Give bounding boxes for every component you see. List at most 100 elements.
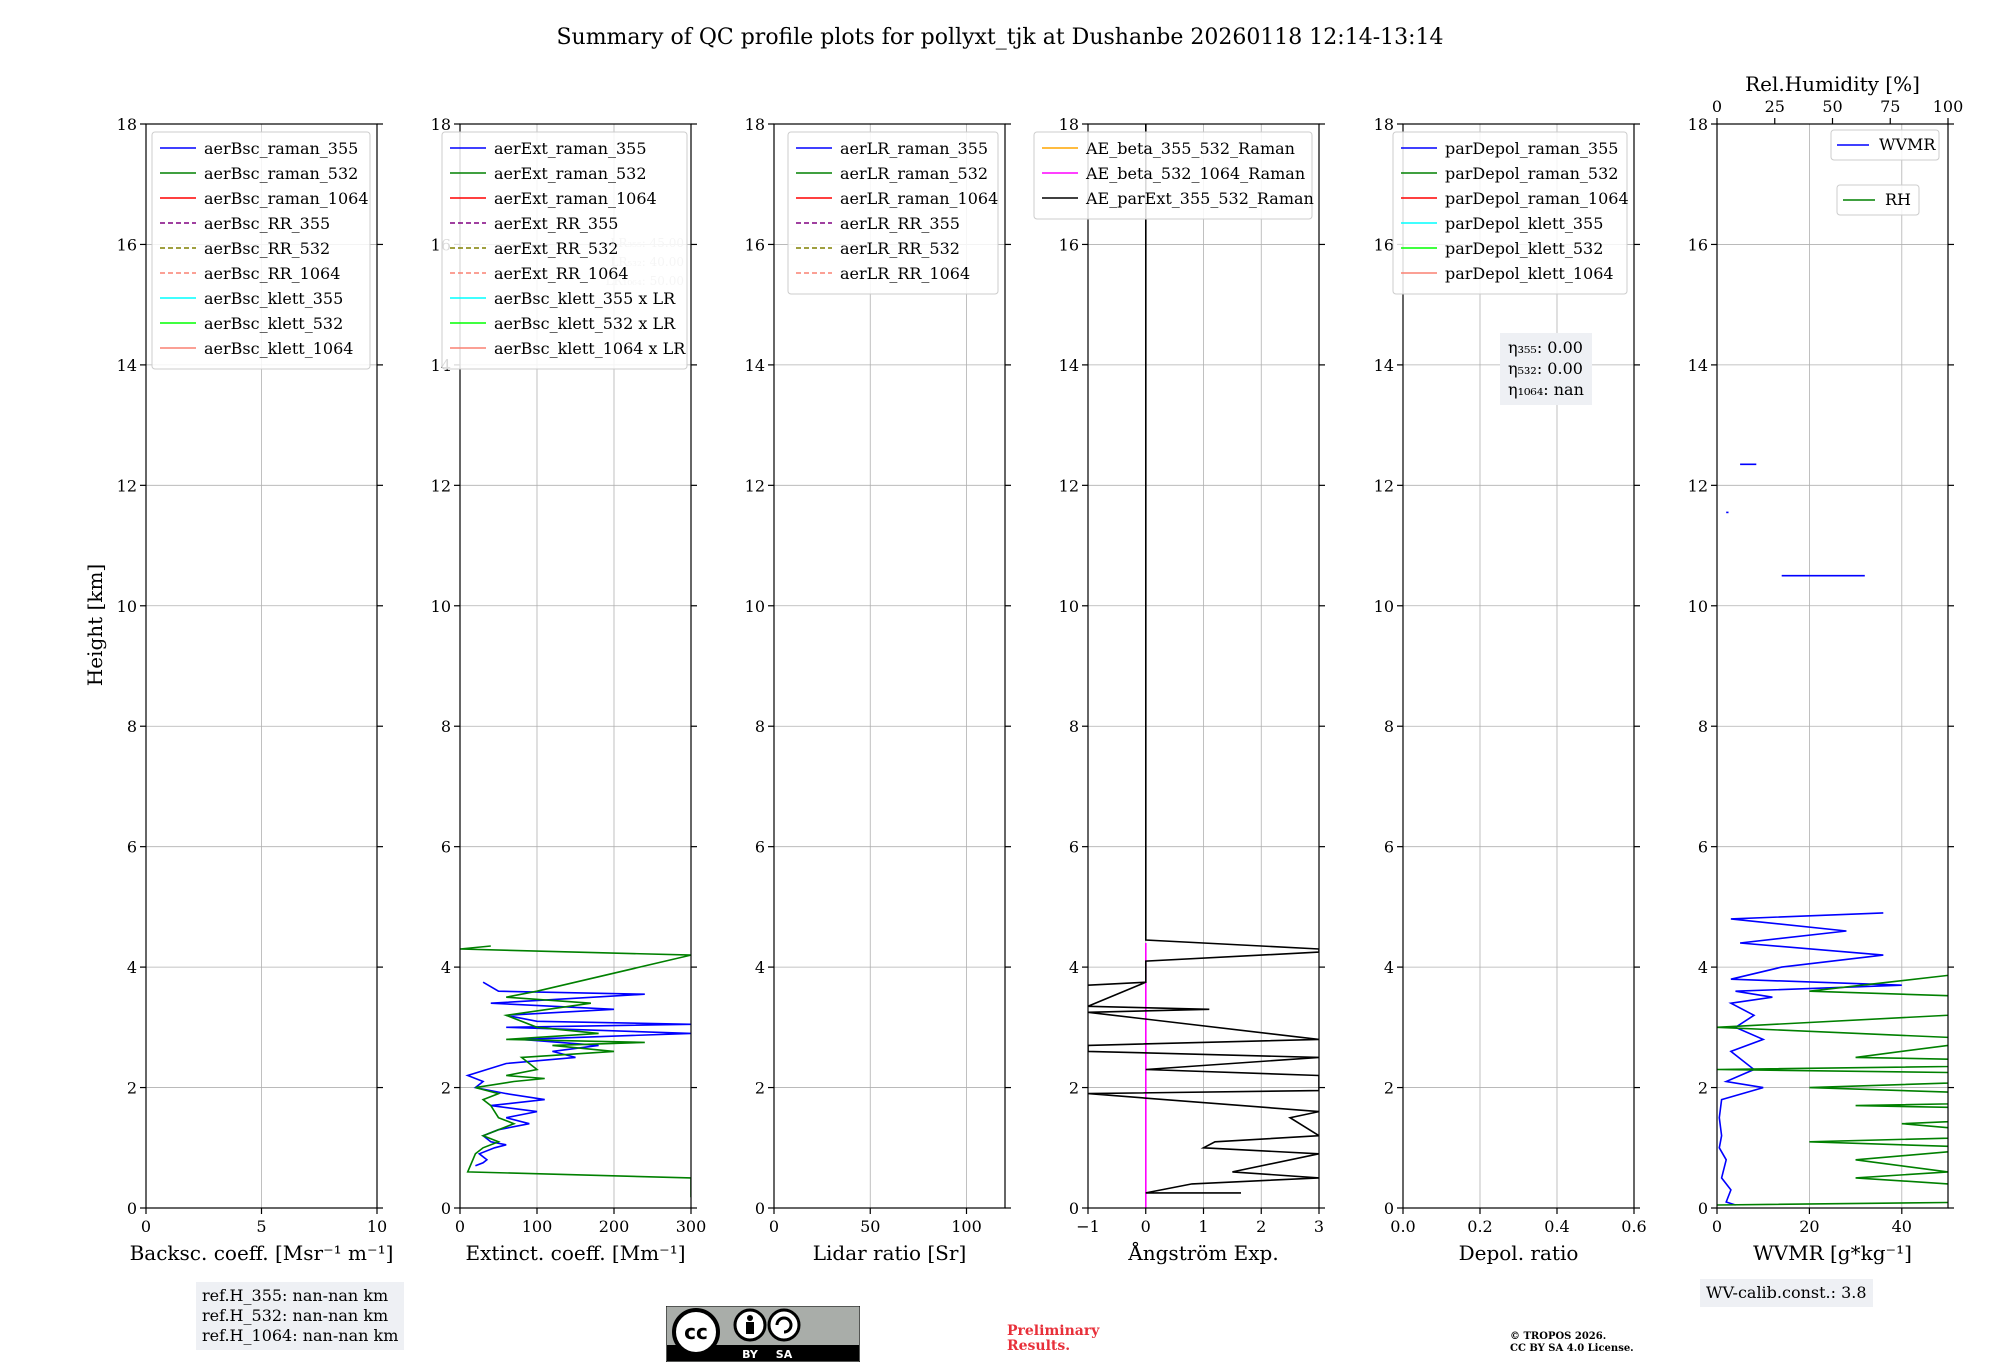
reference-heights-box: ref.H_355: nan-nan km ref.H_532: nan-nan… <box>196 1282 405 1350</box>
x-tick-label: 0 <box>141 1217 151 1236</box>
top-x-tick-label: 75 <box>1880 97 1900 116</box>
series-aerExt_raman_532 <box>460 945 691 1198</box>
y-tick-label: 12 <box>1059 476 1079 495</box>
x-tick-label: 100 <box>951 1217 982 1236</box>
legend-label: aerBsc_klett_355 x LR <box>494 289 676 308</box>
x-tick-label: 0.4 <box>1544 1217 1569 1236</box>
cc-by-sa-license-badge: cc BY SA <box>666 1306 860 1362</box>
legend-label: aerBsc_raman_1064 <box>204 189 369 208</box>
preliminary-line-2: Results. <box>1007 1338 1071 1354</box>
eta-box <box>1500 333 1592 405</box>
x-axis-label: Extinct. coeff. [Mm⁻¹] <box>465 1241 685 1265</box>
legend-label: AE_parExt_355_532_Raman <box>1085 189 1314 208</box>
x-tick-label: −1 <box>1076 1217 1100 1236</box>
legend-label: aerBsc_klett_355 <box>204 289 343 308</box>
panel-lr: 0 2 4 6 8 10 12 14 16 18 0 50 100 Lidar ratio [Sr] aer… <box>745 115 1011 1265</box>
panel-bsc: 0 2 4 6 8 10 12 14 16 18 0 5 10 Backsc. coeff. [Msr⁻¹… <box>117 115 394 1265</box>
legend-label: aerBsc_klett_532 <box>204 314 343 333</box>
y-tick-label: 4 <box>1384 958 1394 977</box>
y-tick-label: 18 <box>431 115 451 134</box>
y-tick-label: 0 <box>1384 1199 1394 1218</box>
y-tick-label: 16 <box>1374 235 1394 254</box>
x-tick-label: 50 <box>860 1217 880 1236</box>
legend-label: aerLR_RR_355 <box>840 214 960 233</box>
legend-label: aerLR_RR_1064 <box>840 264 970 283</box>
legend-label: aerExt_RR_532 <box>494 239 618 258</box>
x-tick-label: 200 <box>599 1217 630 1236</box>
sa-label: SA <box>776 1348 793 1361</box>
cc-logo-icon <box>672 1308 720 1356</box>
eta-value: η₅₃₂: 0.00 <box>1508 359 1583 378</box>
x-tick-label: 3 <box>1314 1217 1324 1236</box>
y-tick-label: 18 <box>1059 115 1079 134</box>
y-tick-label: 4 <box>1698 958 1708 977</box>
y-tick-label: 8 <box>127 717 137 736</box>
x-tick-label: 0 <box>1141 1217 1151 1236</box>
axes-frame <box>1402 123 1635 1209</box>
x-axis-label: WVMR [g*kg⁻¹] <box>1753 1241 1912 1265</box>
legend-label: aerBsc_raman_532 <box>204 164 358 183</box>
x-axis-label: Depol. ratio <box>1459 1241 1579 1265</box>
y-tick-label: 4 <box>1069 958 1079 977</box>
y-tick-label: 14 <box>117 356 137 375</box>
copyright-note: © TROPOS 2026. CC BY SA 4.0 License. <box>1510 1331 1634 1355</box>
x-axis-label: Lidar ratio [Sr] <box>813 1241 967 1265</box>
legend-label: aerBsc_klett_1064 x LR <box>494 339 686 358</box>
x-tick-label: 0.0 <box>1390 1217 1415 1236</box>
series-group <box>460 945 691 1198</box>
y-tick-label: 12 <box>745 476 765 495</box>
y-tick-label: 0 <box>1698 1199 1708 1218</box>
legend-label: aerBsc_klett_532 x LR <box>494 314 676 333</box>
x-tick-label: 0 <box>769 1217 779 1236</box>
copyright-line-2: CC BY SA 4.0 License. <box>1510 1343 1634 1354</box>
y-tick-label: 10 <box>117 597 137 616</box>
by-label: BY <box>742 1348 759 1361</box>
y-tick-label: 2 <box>441 1079 451 1098</box>
legend-box <box>151 131 371 370</box>
legend-label: AE_beta_532_1064_Raman <box>1085 164 1305 183</box>
legend-label: aerLR_RR_532 <box>840 239 960 258</box>
top-x-tick-label: 25 <box>1765 97 1785 116</box>
y-tick-label: 6 <box>1069 838 1079 857</box>
preliminary-results-note: Preliminary Results. <box>1007 1324 1099 1354</box>
y-tick-label: 10 <box>745 597 765 616</box>
y-tick-label: 14 <box>745 356 765 375</box>
x-tick-label: 0.2 <box>1467 1217 1492 1236</box>
legend-box <box>1836 184 1920 216</box>
legend-label: aerExt_RR_1064 <box>494 264 629 283</box>
y-tick-label: 6 <box>127 838 137 857</box>
preliminary-line-1: Preliminary <box>1007 1323 1100 1339</box>
y-tick-label: 0 <box>755 1199 765 1218</box>
legend-box <box>1033 131 1313 220</box>
legend-label: parDepol_raman_355 <box>1445 139 1618 158</box>
y-tick-label: 12 <box>1374 476 1394 495</box>
y-axis-label: Height [km] <box>83 564 107 686</box>
axes-frame <box>459 123 692 1209</box>
y-tick-label: 10 <box>1374 597 1394 616</box>
legend-label: AE_beta_355_532_Raman <box>1085 139 1295 158</box>
legend-box <box>1830 129 1940 161</box>
x-tick-label: 20 <box>1799 1217 1819 1236</box>
ref-height-532: ref.H_532: nan-nan km <box>202 1306 389 1325</box>
legend-label: aerBsc_RR_355 <box>204 214 330 233</box>
legend-label: parDepol_raman_1064 <box>1445 189 1629 208</box>
legend-label: parDepol_klett_355 <box>1445 214 1603 233</box>
series-group <box>1088 124 1319 1208</box>
y-tick-label: 4 <box>441 958 451 977</box>
y-tick-label: 12 <box>117 476 137 495</box>
y-tick-label: 8 <box>441 717 451 736</box>
panel-dep: 0 2 4 6 8 10 12 14 16 18 0.0 0.2 0.4 0.6 Depol. ratio η… <box>1374 115 1647 1265</box>
x-axis-label: Ångström Exp. <box>1127 1240 1278 1265</box>
y-tick-label: 10 <box>1059 597 1079 616</box>
legend-label: aerBsc_raman_355 <box>204 139 358 158</box>
axes-frame <box>1716 123 1949 1209</box>
wv-calibration-constant: WV-calib.const.: 3.8 <box>1706 1283 1867 1302</box>
legend-label: aerBsc_RR_532 <box>204 239 330 258</box>
x-tick-label: 1 <box>1198 1217 1208 1236</box>
legend-label: aerExt_raman_1064 <box>494 189 657 208</box>
series-AE_parExt_355_532_Raman <box>1088 124 1319 1194</box>
